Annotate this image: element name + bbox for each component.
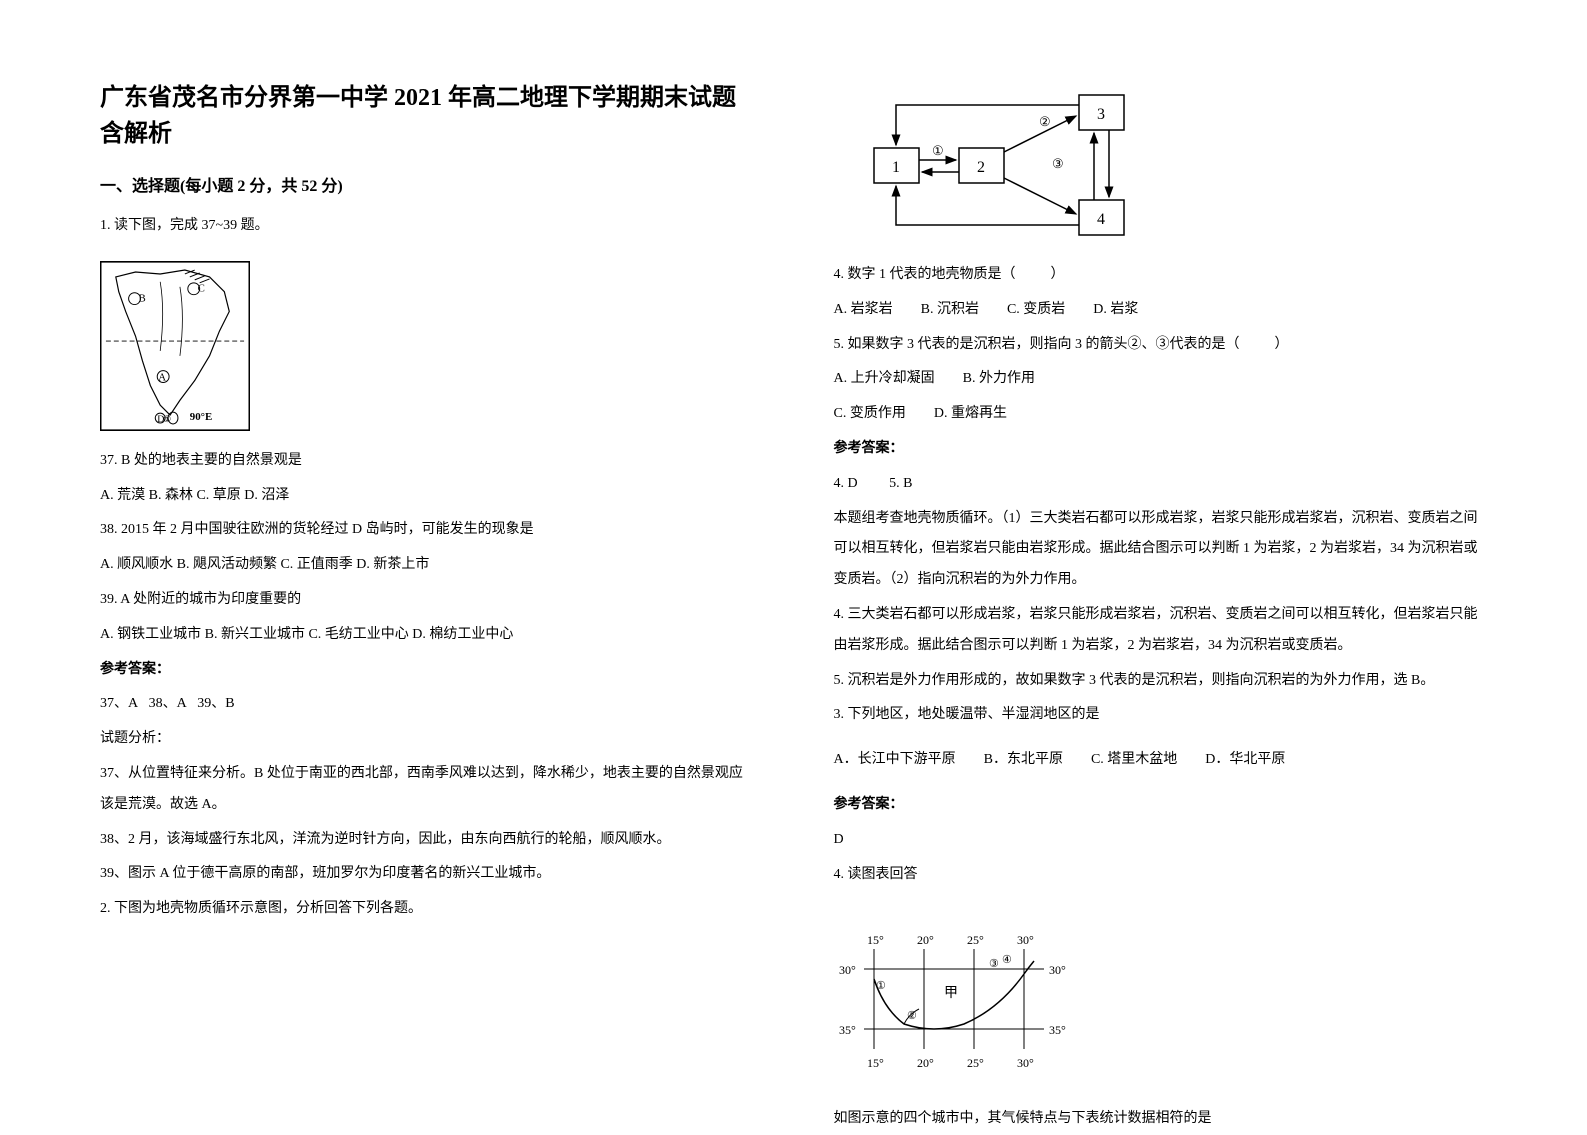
svg-text:35°: 35° [839,1023,856,1037]
svg-text:①: ① [932,143,944,158]
right-column: 1 2 3 4 ① ② ③ 4. 数字 1 代表的地壳 [834,80,1488,1082]
svg-text:①: ① [876,980,886,992]
q4-intro: 4. 读图表回答 [834,860,1488,891]
q3-ans: D [834,825,1488,856]
q1-analysis-37: 37、从位置特征来分析。B 处位于南亚的西北部，西南季风难以达到，降水稀少，地表… [100,759,754,821]
svg-text:15°: 15° [867,933,884,947]
svg-text:30°: 30° [1017,1056,1034,1070]
q2-5-optC: C. 变质作用 D. 重熔再生 [834,399,1488,430]
svg-text:④: ④ [1002,954,1012,966]
title-line-1: 广东省茂名市分界第一中学 2021 年高二地理下学期期末试题 [100,85,736,111]
svg-text:②: ② [1039,114,1051,129]
q1-37: 37. B 处的地表主要的自然景观是 [100,446,754,477]
svg-text:甲: 甲 [944,986,958,1001]
q2-5-optA: A. 上升冷却凝固 B. 外力作用 [834,364,1488,395]
india-map-svg: B C A D 90°E ① [100,261,250,431]
africa-map-svg: 15° 20° 25° 30° 15° 20° 25° 30° 30° 35° … [834,919,1094,1079]
svg-text:20°: 20° [917,1056,934,1070]
q1-ans: 37、A 38、A 39、B [100,689,754,720]
svg-text:2: 2 [977,159,985,176]
svg-text:3: 3 [1097,106,1105,123]
svg-text:35°: 35° [1049,1023,1066,1037]
q3-opts: A．长江中下游平原 B．东北平原 C. 塔里木盆地 D．华北平原 [834,745,1488,776]
q2-4: 4. 数字 1 代表的地壳物质是（ ） [834,260,1488,291]
svg-text:4: 4 [1097,211,1105,228]
q1-analysis-label: 试题分析： [100,724,754,755]
answer-label-2: 参考答案： [834,434,1488,465]
svg-text:B: B [138,292,145,304]
q2-exp1: 本题组考查地壳物质循环。（1）三大类岩石都可以形成岩浆，岩浆只能形成岩浆岩，沉积… [834,504,1488,596]
svg-text:1: 1 [892,159,900,176]
answer-label-1: 参考答案： [100,655,754,686]
q2-4-opts: A. 岩浆岩 B. 沉积岩 C. 变质岩 D. 岩浆 [834,295,1488,326]
answer-label-3: 参考答案： [834,790,1488,821]
q4-text: 如图示意的四个城市中，其气候特点与下表统计数据相符的是 [834,1104,1488,1135]
q1-analysis-38: 38、2 月，该海域盛行东北风，洋流为逆时针方向，因此，由东向西航行的轮船，顺风… [100,825,754,856]
q2-intro: 2. 下图为地壳物质循环示意图，分析回答下列各题。 [100,894,754,925]
svg-text:①: ① [163,414,171,424]
svg-text:③: ③ [989,958,999,970]
left-column: 广东省茂名市分界第一中学 2021 年高二地理下学期期末试题 含解析 一、选择题… [100,80,754,1082]
svg-text:C: C [198,283,205,295]
q1-39-opts: A. 钢铁工业城市 B. 新兴工业城市 C. 毛纺工业中心 D. 棉纺工业中心 [100,620,754,651]
exam-title: 广东省茂名市分界第一中学 2021 年高二地理下学期期末试题 含解析 [100,80,754,152]
africa-map-figure: 15° 20° 25° 30° 15° 20° 25° 30° 30° 35° … [834,909,1488,1089]
q2-5: 5. 如果数字 3 代表的是沉积岩，则指向 3 的箭头②、③代表的是（ ） [834,330,1488,361]
svg-text:②: ② [907,1010,917,1022]
q2-ans: 4. D 5. B [834,469,1488,500]
cycle-svg: 1 2 3 4 ① ② ③ [864,90,1144,240]
q1-39: 39. A 处附近的城市为印度重要的 [100,585,754,616]
cycle-diagram: 1 2 3 4 ① ② ③ [864,90,1144,240]
q1-analysis-39: 39、图示 A 位于德干高原的南部，班加罗尔为印度著名的新兴工业城市。 [100,859,754,890]
india-map-figure: B C A D 90°E ① [100,261,754,431]
q1-38: 38. 2015 年 2 月中国驶往欧洲的货轮经过 D 岛屿时，可能发生的现象是 [100,515,754,546]
svg-text:25°: 25° [967,1056,984,1070]
q1-intro: 1. 读下图，完成 37~39 题。 [100,211,754,242]
q1-38-opts: A. 顺风顺水 B. 飓风活动频繁 C. 正值雨季 D. 新茶上市 [100,550,754,581]
q2-exp5: 5. 沉积岩是外力作用形成的，故如果数字 3 代表的是沉积岩，则指向沉积岩的为外… [834,666,1488,697]
q1-37-opts: A. 荒漠 B. 森林 C. 草原 D. 沼泽 [100,481,754,512]
svg-text:③: ③ [1052,156,1064,171]
svg-text:20°: 20° [917,933,934,947]
svg-text:90°E: 90°E [190,411,212,423]
title-line-2: 含解析 [100,121,172,147]
svg-text:15°: 15° [867,1056,884,1070]
svg-text:25°: 25° [967,933,984,947]
q3: 3. 下列地区，地处暖温带、半湿润地区的是 [834,700,1488,731]
q2-exp4: 4. 三大类岩石都可以形成岩浆，岩浆只能形成岩浆岩，沉积岩、变质岩之间可以相互转… [834,600,1488,662]
svg-text:30°: 30° [1049,963,1066,977]
svg-text:30°: 30° [1017,933,1034,947]
svg-text:30°: 30° [839,963,856,977]
section-heading: 一、选择题(每小题 2 分，共 52 分) [100,172,754,196]
